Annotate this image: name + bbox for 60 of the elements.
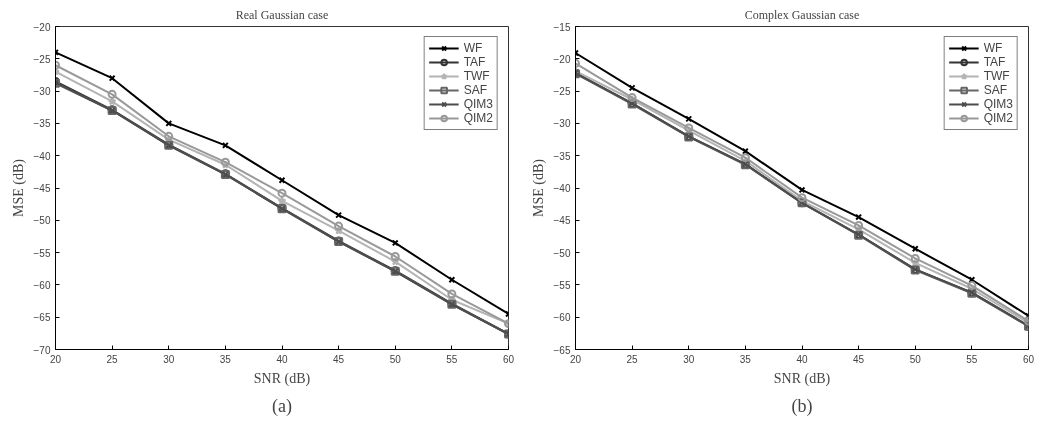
x-axis-title: SNR (dB) [253,370,311,387]
x-tick-label: 45 [853,353,865,365]
y-tick-label: −50 [553,247,571,259]
legend-label: TWF [983,69,1010,83]
x-tick-label: 25 [626,353,639,365]
x-tick-label: 55 [966,353,978,365]
y-tick-label: −70 [33,344,51,356]
y-axis-title: MSE (dB) [10,158,27,217]
y-tick-label: −30 [33,86,51,98]
y-tick-label: −15 [553,21,571,33]
x-tick-label: 35 [739,353,752,365]
x-tick-label: 25 [106,353,119,365]
y-axis-title: MSE (dB) [530,158,547,217]
y-tick-label: −50 [33,215,51,227]
x-tick-label: 60 [1022,353,1035,365]
legend-label: SAF [983,83,1007,97]
text: (a) [272,395,292,417]
x-tick-label: 45 [333,353,345,365]
y-tick-label: −40 [553,183,571,194]
x-tick-label: 20 [569,353,582,365]
y-tick-label: −40 [33,150,51,162]
y-tick-label: −20 [553,53,571,65]
chart-title: Complex Gaussian case [744,7,860,22]
y-tick-label: −20 [33,21,51,33]
legend-label: TWF [463,69,490,83]
x-tick-label: 55 [446,353,458,365]
x-tick-label: 20 [49,353,62,365]
y-tick-label: −45 [33,183,51,194]
x-tick-label: 40 [276,353,288,365]
x-axis-title: SNR (dB) [773,370,831,387]
x-tick-label: 60 [502,353,515,365]
x-tick-label: 30 [163,353,175,365]
legend-label: QIM2 [463,111,493,125]
y-tick-label: −60 [553,312,571,324]
x-tick-label: 50 [389,353,402,365]
legend-label: WF [463,41,484,55]
y-tick-label: −35 [553,150,571,162]
chart-title: Real Gaussian case [235,7,329,22]
legend-label: WF [983,41,1004,55]
y-tick-label: −65 [33,312,51,324]
y-tick-label: −25 [33,53,51,65]
legend-label: QIM3 [983,97,1013,111]
y-tick-label: −45 [553,215,571,227]
y-tick-label: −30 [553,118,571,130]
legend-label: QIM2 [983,111,1013,125]
y-tick-label: −35 [33,118,51,130]
y-tick-label: −60 [33,279,51,291]
legend-label: TAF [463,55,486,69]
x-tick-label: 40 [796,353,808,365]
legend-label: TAF [983,55,1006,69]
x-tick-label: 50 [909,353,922,365]
text: (b) [791,395,813,417]
y-tick-label: −65 [553,344,571,356]
y-tick-label: −55 [33,247,51,259]
x-tick-label: 35 [219,353,232,365]
legend-label: SAF [463,83,487,97]
x-tick-label: 30 [683,353,695,365]
y-tick-label: −25 [553,86,571,98]
y-tick-label: −55 [553,279,571,291]
legend-label: QIM3 [463,97,493,111]
